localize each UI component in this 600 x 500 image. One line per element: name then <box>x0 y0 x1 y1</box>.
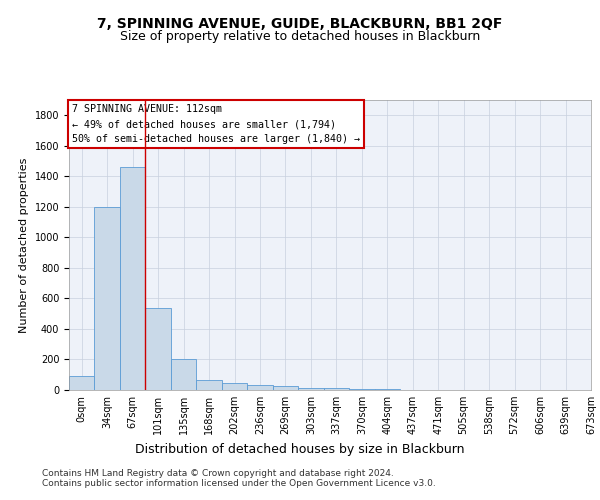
Text: 7, SPINNING AVENUE, GUIDE, BLACKBURN, BB1 2QF: 7, SPINNING AVENUE, GUIDE, BLACKBURN, BB… <box>97 18 503 32</box>
Bar <box>247 384 273 390</box>
Bar <box>349 389 374 390</box>
Bar <box>196 380 222 390</box>
Bar <box>145 308 171 390</box>
Bar <box>298 388 323 390</box>
Text: Contains HM Land Registry data © Crown copyright and database right 2024.: Contains HM Land Registry data © Crown c… <box>42 469 394 478</box>
Text: 7 SPINNING AVENUE: 112sqm
← 49% of detached houses are smaller (1,794)
50% of se: 7 SPINNING AVENUE: 112sqm ← 49% of detac… <box>71 104 359 144</box>
Bar <box>120 167 145 390</box>
Text: Distribution of detached houses by size in Blackburn: Distribution of detached houses by size … <box>135 442 465 456</box>
Bar <box>374 389 400 390</box>
Text: Size of property relative to detached houses in Blackburn: Size of property relative to detached ho… <box>120 30 480 43</box>
Y-axis label: Number of detached properties: Number of detached properties <box>19 158 29 332</box>
Bar <box>69 376 94 390</box>
Text: Contains public sector information licensed under the Open Government Licence v3: Contains public sector information licen… <box>42 479 436 488</box>
Bar <box>94 207 120 390</box>
Bar <box>171 358 196 390</box>
Bar <box>222 383 247 390</box>
Bar <box>273 386 298 390</box>
Bar <box>323 388 349 390</box>
